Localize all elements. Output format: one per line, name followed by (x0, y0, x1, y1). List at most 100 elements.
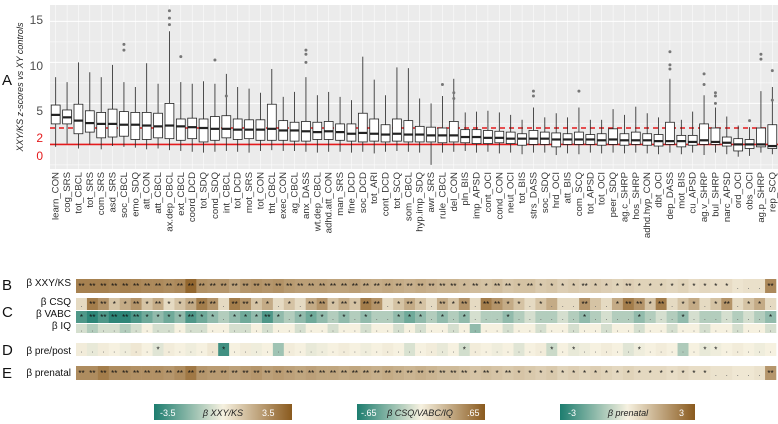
heatmap-cell (174, 298, 186, 310)
box-fine_DCD (346, 100, 357, 153)
significance-mark: . (146, 346, 148, 355)
significance-mark: ** (253, 282, 259, 291)
outlier-point (770, 98, 774, 102)
outlier-point (304, 60, 308, 64)
panel-letter-a: A (2, 72, 12, 89)
heatmap-cell (546, 343, 558, 356)
significance-mark: . (726, 325, 728, 334)
heatmap-cell (393, 343, 405, 356)
heatmap-cell (688, 298, 700, 310)
significance-mark: . (518, 346, 520, 355)
significance-mark: . (551, 313, 553, 322)
significance-mark: . (737, 346, 739, 355)
heatmap-cell (272, 298, 285, 310)
heatmap-cell (491, 298, 503, 310)
significance-mark: . (343, 325, 345, 334)
heatmap-cell (426, 324, 438, 333)
significance-mark: . (299, 346, 301, 355)
outlier-point (702, 72, 706, 76)
heatmap-cell (97, 324, 110, 333)
xtick-label: cont_OCI (483, 172, 494, 213)
heatmap-cell (349, 324, 361, 333)
heatmap-cell (382, 298, 394, 310)
significance-mark: . (529, 313, 531, 322)
significance-mark: * (638, 346, 641, 355)
heatmap-cell (272, 324, 285, 333)
heatmap-cell (743, 366, 755, 380)
heatmap-cell (251, 298, 263, 310)
significance-mark: . (737, 313, 739, 322)
significance-mark: * (714, 282, 717, 291)
significance-mark: ** (581, 300, 587, 309)
heatmap-cell (316, 366, 328, 380)
heatmap-cell (261, 366, 274, 380)
heatmap-cell (415, 324, 427, 333)
box-asd_SRS (107, 64, 118, 147)
heatmap-cell (327, 366, 339, 380)
significance-mark: * (146, 300, 149, 309)
significance-mark: ** (385, 369, 391, 378)
significance-mark: ** (581, 282, 587, 291)
significance-mark: . (354, 325, 356, 334)
heatmap-cell (108, 324, 121, 333)
heatmap-cell (601, 366, 613, 380)
significance-mark: * (616, 300, 619, 309)
significance-mark: ** (483, 369, 489, 378)
heatmap-cell (502, 311, 514, 323)
significance-mark: ** (275, 369, 281, 378)
heatmap-cell (535, 343, 547, 356)
significance-mark: . (255, 325, 257, 334)
significance-mark: * (266, 300, 269, 309)
heatmap-cell (261, 324, 274, 333)
xtick-label: coord_DCD (187, 172, 198, 222)
significance-mark: ** (100, 300, 106, 309)
heatmap-cell (207, 298, 219, 310)
heatmap-cell (119, 343, 131, 356)
significance-mark: ** (122, 369, 128, 378)
significance-mark: . (387, 346, 389, 355)
y-axis-ticks: 15 10 5 2 0 (30, 13, 44, 163)
significance-mark: . (244, 346, 246, 355)
heatmap-cell (76, 298, 88, 310)
heatmap-cell (261, 279, 274, 293)
significance-mark: ** (199, 369, 205, 378)
heatmap-cell (207, 279, 219, 293)
significance-mark: . (441, 346, 443, 355)
heatmap-cell (436, 311, 449, 323)
heatmap-cell (130, 311, 142, 323)
significance-mark: . (441, 325, 443, 334)
xtick-label: pln_BIS (460, 172, 471, 206)
significance-mark: ** (133, 369, 139, 378)
significance-mark: . (91, 346, 93, 355)
heatmap-cell (349, 366, 361, 380)
box-adhd.att_CON (323, 91, 334, 152)
xtick-label: tot_OCI (597, 172, 608, 205)
heatmap-cell (426, 279, 438, 293)
box-body (392, 118, 402, 142)
xtick-label: dep_DASS (665, 172, 676, 219)
box-cond_SDQ (210, 58, 220, 152)
heatmap-cell (480, 366, 492, 380)
heatmap-cell (601, 298, 613, 310)
heatmap-cell (360, 343, 372, 356)
heatmap-cell (272, 366, 285, 380)
outlier-point (713, 101, 717, 105)
heatmap-cell (371, 279, 383, 293)
significance-mark: * (255, 300, 258, 309)
heatmap-cell (513, 366, 525, 380)
significance-mark: ** (767, 282, 773, 291)
outlier-point (213, 58, 217, 62)
heatmap-cell (360, 366, 372, 380)
significance-mark: . (299, 300, 301, 309)
heatmap-cell (447, 311, 460, 323)
significance-mark: ** (253, 369, 259, 378)
significance-mark: . (583, 346, 585, 355)
significance-mark: ** (89, 313, 95, 322)
significance-mark: . (474, 325, 476, 334)
box-body (756, 127, 766, 148)
box-rep_SCQ (767, 69, 778, 155)
significance-mark: . (474, 300, 476, 309)
heatmap-cell (699, 343, 711, 356)
significance-mark: . (726, 346, 728, 355)
significance-mark: ** (155, 369, 161, 378)
